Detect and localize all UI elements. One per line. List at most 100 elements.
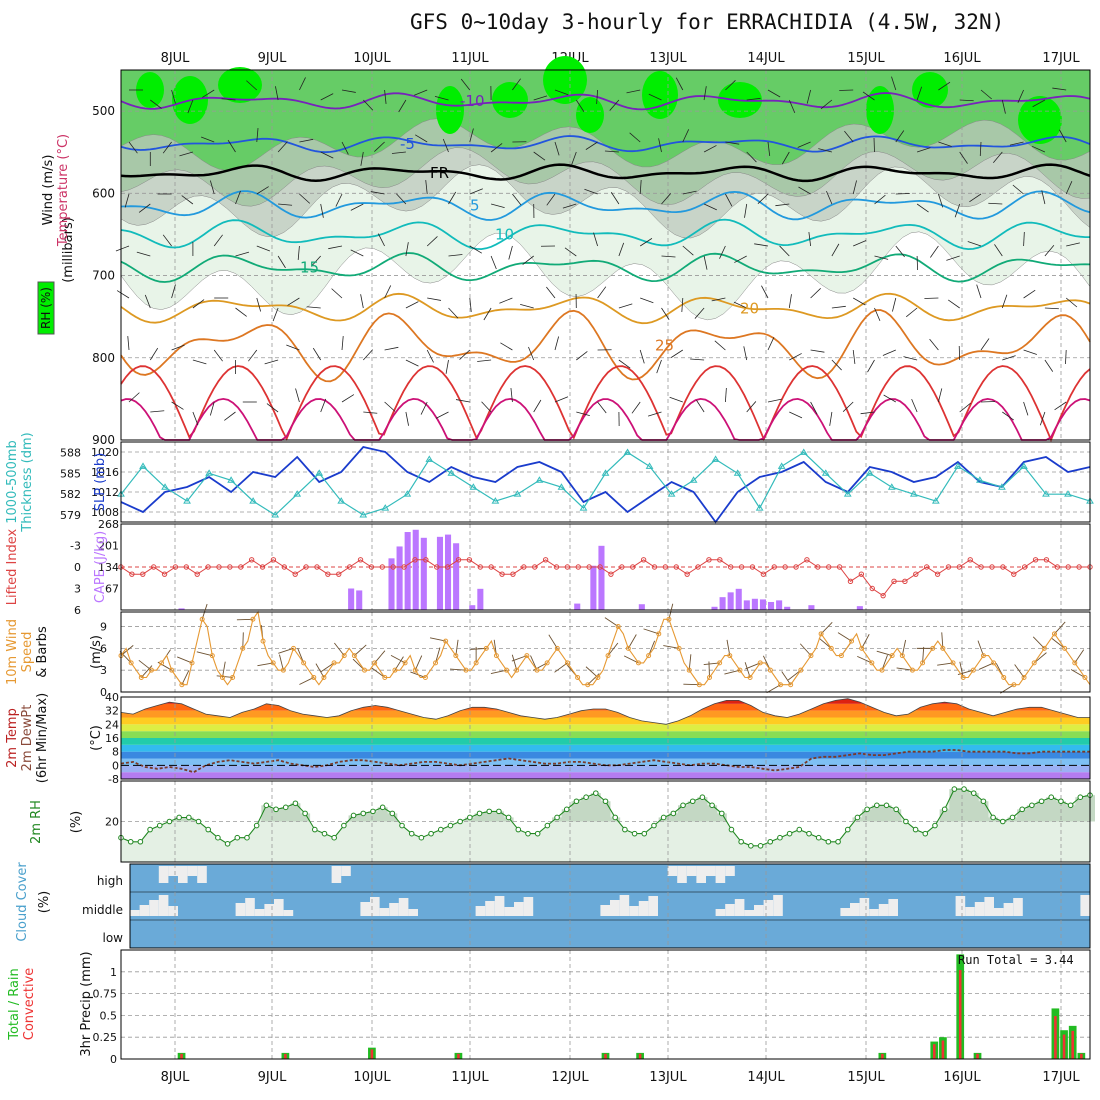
cape-bar [856,606,863,610]
contour-label: 15 [300,258,319,276]
rh-high-blob [218,67,262,103]
rh2m-point [399,822,405,829]
cloud-middle-cell [264,904,274,916]
rh2m-point [1009,814,1016,821]
wind-speed-point [909,667,915,673]
wind-speed-point [351,653,357,659]
wind-barb [266,403,279,413]
wind-barb [150,410,165,413]
axis-label-text: Lifted Index [5,528,20,605]
wind-speed-point [1021,674,1027,680]
wind-barb [455,399,470,403]
cape-tick-label: 134 [98,561,119,574]
rh2m-point [602,798,609,805]
wind-speed-point [148,667,154,673]
date-label-bottom: 10JUL [353,1070,391,1085]
cape-bar [735,588,742,610]
rh2m-high-fill [862,809,873,822]
wind-barb-10m [745,662,761,670]
wind-barb [892,297,897,312]
wind-barb [171,284,176,299]
rh2m-high-fill [1026,805,1037,822]
date-label-bottom: 8JUL [161,1070,191,1085]
upper-air-frame [120,69,1091,441]
wind-barb [490,203,505,209]
li-point [532,564,538,570]
li-point [1011,571,1017,577]
wind-speed-point [209,653,215,659]
precip-tick-label: 0.25 [93,1031,118,1044]
wind-barb [1032,99,1046,108]
rh2m-point [554,814,560,821]
li-point [575,564,581,570]
axis-label-text: (millibars) [61,217,76,283]
wind-barb [938,141,952,147]
rh2m-high-fill [1036,801,1047,822]
wind-speed-point [595,674,601,680]
wind-barb [384,285,392,299]
wind-barb [360,151,364,166]
wind-barb [852,349,856,364]
rh2m-point [476,810,483,817]
temp-tick-label: 8 [112,746,119,759]
thickness-point [337,497,346,504]
thickness-point [645,462,654,469]
wind-barb [275,86,279,101]
rh2m-point [379,804,386,811]
wind-barb-10m [414,655,423,671]
wind-barb-10m [511,654,518,671]
li-point [847,578,854,585]
wind-speed-point [717,660,723,666]
temp-band [121,758,1090,766]
thickness-point [843,490,852,497]
axis-label-text: (%) [69,811,84,834]
wind-speed-point [260,638,266,644]
rh2m-point [844,826,851,833]
wind-barb [209,401,215,416]
thickness-point [513,490,522,497]
wind-barb [810,401,818,415]
wind-barb [384,89,387,104]
cape-bar [768,601,775,610]
wind-barb [656,359,662,374]
li-point [684,571,690,577]
wind-barb [703,203,717,211]
wind-barb [789,353,802,361]
wind-barb-10m [455,639,459,656]
axis-label: 2m Temp 2m DewPt (6hr Min/Max) [5,693,50,783]
wind-barb [1009,141,1024,146]
contour-label: -10 [460,92,485,110]
wind-speed-point [707,674,713,680]
wind-barb-10m [663,645,680,649]
wind-barb [320,203,324,218]
date-label-bottom: 17JUL [1042,1070,1080,1085]
wind-barb [670,349,684,358]
cloud-middle-cell [168,906,178,916]
wind-barb-10m [857,655,873,664]
rh-high-blob [912,72,948,108]
precip-tick-label: 1 [110,966,117,979]
wind-barb [1012,184,1024,195]
wind-barb-10m [627,634,637,649]
wind-barb-10m [390,655,406,664]
rh2m-point [999,818,1006,825]
wind-barb [377,233,385,247]
li-point [314,564,320,570]
rh2m-point [680,802,686,809]
wind-barb [1065,349,1067,365]
wind-barb [128,141,138,154]
li-point [815,564,821,570]
li-point [1043,557,1050,563]
cloud-middle-cell [965,907,975,916]
wind-barb [938,81,951,91]
date-label-top: 11JUL [451,51,489,66]
rh2m-point [622,826,628,833]
li-point [488,564,494,570]
thickness-tick-label: 585 [60,467,81,480]
temp-tick-label: -8 [108,773,119,786]
wind-barb-10m [435,647,441,664]
cape-bar [412,529,419,610]
wind-barb [640,297,654,304]
wind-barb [711,297,726,302]
rh2m-high-fill [668,813,679,822]
